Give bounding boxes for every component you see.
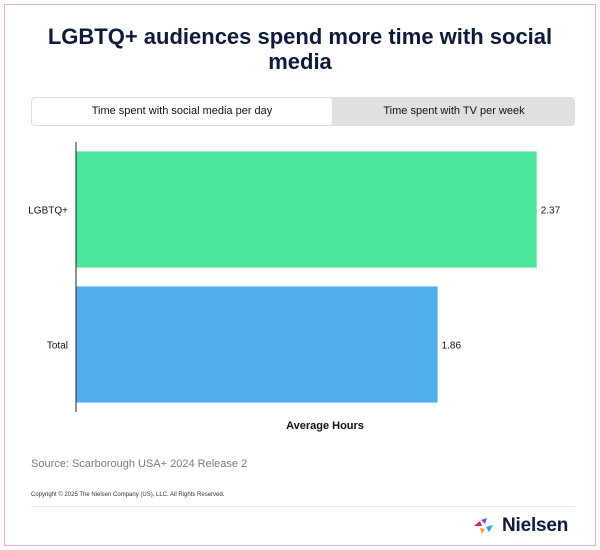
category-label: LGBTQ+ <box>28 206 68 217</box>
nielsen-logo-text: Nielsen <box>502 515 569 536</box>
card-frame <box>4 4 596 546</box>
value-label: 2.37 <box>541 206 561 217</box>
source-note: Source: Scarborough USA+ 2024 Release 2 <box>31 458 248 470</box>
tab-bar: Time spent with social media per day Tim… <box>31 97 575 126</box>
value-label: 1.86 <box>442 341 462 352</box>
copyright-note: Copyright © 2025 The Nielsen Company (US… <box>31 492 225 498</box>
bar-total <box>76 286 438 403</box>
nielsen-logo-icon <box>474 518 493 534</box>
category-label: Total <box>47 341 68 352</box>
tab-tv-per-week[interactable]: Time spent with TV per week <box>383 105 525 117</box>
nielsen-logo: Nielsen <box>474 515 569 536</box>
footer-divider <box>31 506 575 507</box>
chart-title: LGBTQ+ audiences spend more time with so… <box>47 24 553 74</box>
tab-social-media-per-day[interactable]: Time spent with social media per day <box>32 98 332 125</box>
x-axis-title: Average Hours <box>286 420 364 432</box>
bar-lgbtq- <box>76 151 537 268</box>
bar-chart: LGBTQ+ 2.37 Total 1.86 Average Hours <box>28 142 561 432</box>
